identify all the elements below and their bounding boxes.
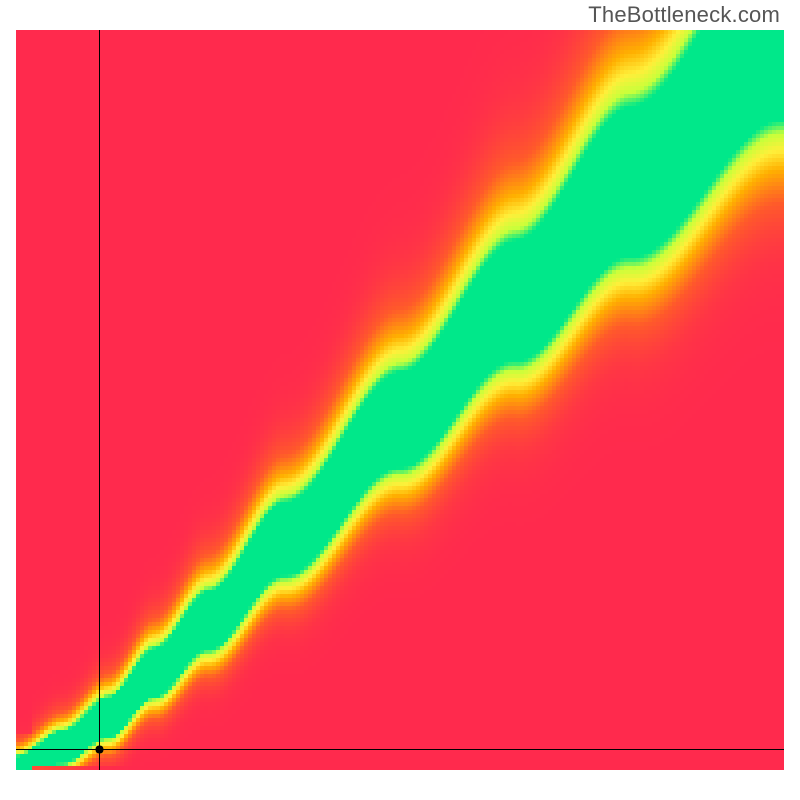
heatmap-canvas [16,30,784,770]
watermark-text: TheBottleneck.com [588,2,780,28]
bottleneck-heatmap [16,30,784,770]
